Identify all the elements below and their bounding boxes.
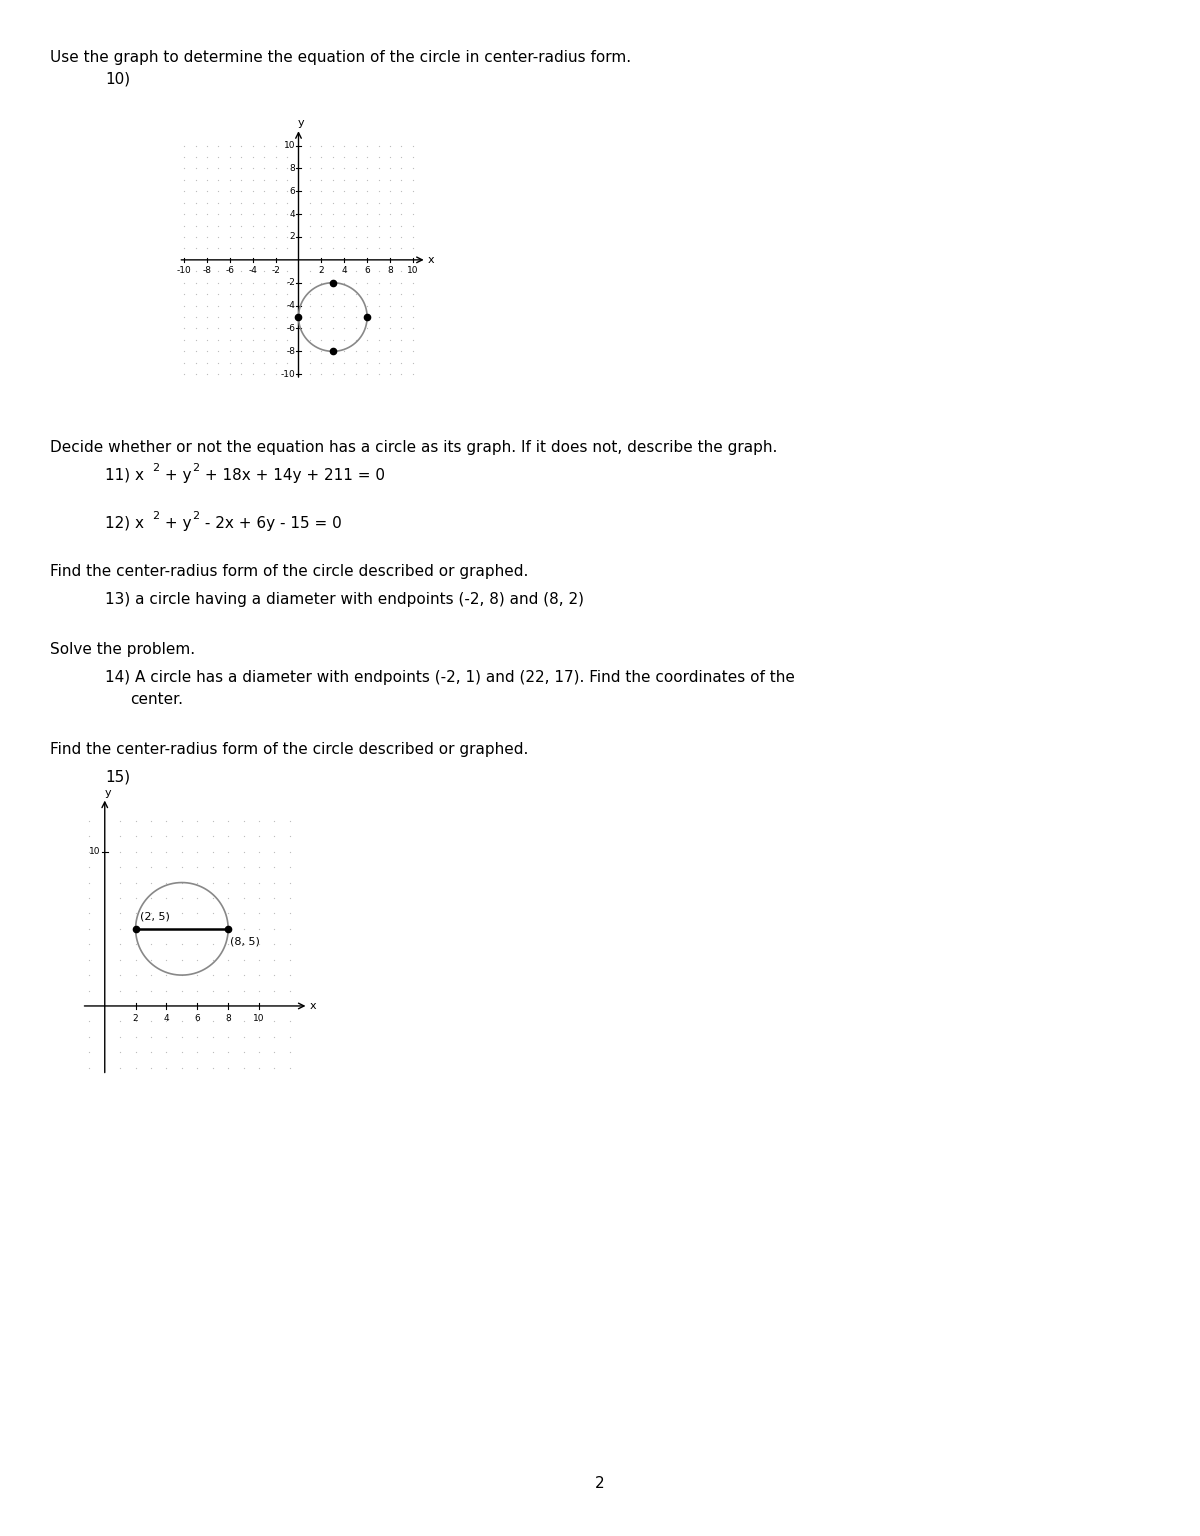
Text: y: y: [298, 118, 304, 129]
Text: + y: + y: [160, 516, 192, 531]
Text: 10): 10): [106, 72, 130, 88]
Text: 4: 4: [163, 1014, 169, 1023]
Text: -4: -4: [248, 266, 257, 275]
Text: 11) x: 11) x: [106, 468, 144, 482]
Text: 2: 2: [595, 1476, 605, 1491]
Text: Use the graph to determine the equation of the circle in center-radius form.: Use the graph to determine the equation …: [50, 51, 631, 65]
Text: 8: 8: [388, 266, 392, 275]
Text: -8: -8: [203, 266, 211, 275]
Text: x: x: [427, 255, 434, 264]
Text: 10: 10: [89, 848, 100, 856]
Text: 6: 6: [365, 266, 370, 275]
Text: -10: -10: [176, 266, 192, 275]
Text: x: x: [310, 1001, 317, 1011]
Text: -10: -10: [281, 370, 295, 379]
Text: 6: 6: [289, 187, 295, 195]
Text: 12) x: 12) x: [106, 516, 144, 531]
Text: 2: 2: [152, 462, 160, 473]
Text: 4: 4: [342, 266, 347, 275]
Text: -8: -8: [286, 347, 295, 356]
Text: + 18x + 14y + 211 = 0: + 18x + 14y + 211 = 0: [200, 468, 385, 482]
Text: (2, 5): (2, 5): [140, 911, 170, 922]
Text: 10: 10: [253, 1014, 265, 1023]
Text: 2: 2: [152, 511, 160, 521]
Text: center.: center.: [130, 693, 182, 707]
Text: + y: + y: [160, 468, 192, 482]
Text: (8, 5): (8, 5): [229, 937, 259, 946]
Text: Solve the problem.: Solve the problem.: [50, 642, 196, 657]
Text: 13) a circle having a diameter with endpoints (-2, 8) and (8, 2): 13) a circle having a diameter with endp…: [106, 591, 584, 607]
Text: -6: -6: [286, 324, 295, 333]
Text: 2: 2: [133, 1014, 138, 1023]
Text: -2: -2: [271, 266, 280, 275]
Text: 10: 10: [407, 266, 419, 275]
Text: Find the center-radius form of the circle described or graphed.: Find the center-radius form of the circl…: [50, 564, 528, 579]
Text: 2: 2: [318, 266, 324, 275]
Text: -6: -6: [226, 266, 234, 275]
Text: -4: -4: [286, 301, 295, 310]
Text: 10: 10: [283, 141, 295, 151]
Text: 14) A circle has a diameter with endpoints (-2, 1) and (22, 17). Find the coordi: 14) A circle has a diameter with endpoin…: [106, 670, 794, 685]
Text: -2: -2: [286, 278, 295, 287]
Text: Find the center-radius form of the circle described or graphed.: Find the center-radius form of the circl…: [50, 742, 528, 757]
Text: y: y: [104, 788, 112, 797]
Text: 8: 8: [226, 1014, 232, 1023]
Text: 4: 4: [289, 209, 295, 218]
Text: - 2x + 6y - 15 = 0: - 2x + 6y - 15 = 0: [200, 516, 342, 531]
Text: 2: 2: [192, 462, 199, 473]
Text: 15): 15): [106, 770, 130, 785]
Text: 2: 2: [192, 511, 199, 521]
Text: 2: 2: [289, 232, 295, 241]
Text: Decide whether or not the equation has a circle as its graph. If it does not, de: Decide whether or not the equation has a…: [50, 439, 778, 455]
Text: 6: 6: [194, 1014, 200, 1023]
Text: 8: 8: [289, 164, 295, 174]
